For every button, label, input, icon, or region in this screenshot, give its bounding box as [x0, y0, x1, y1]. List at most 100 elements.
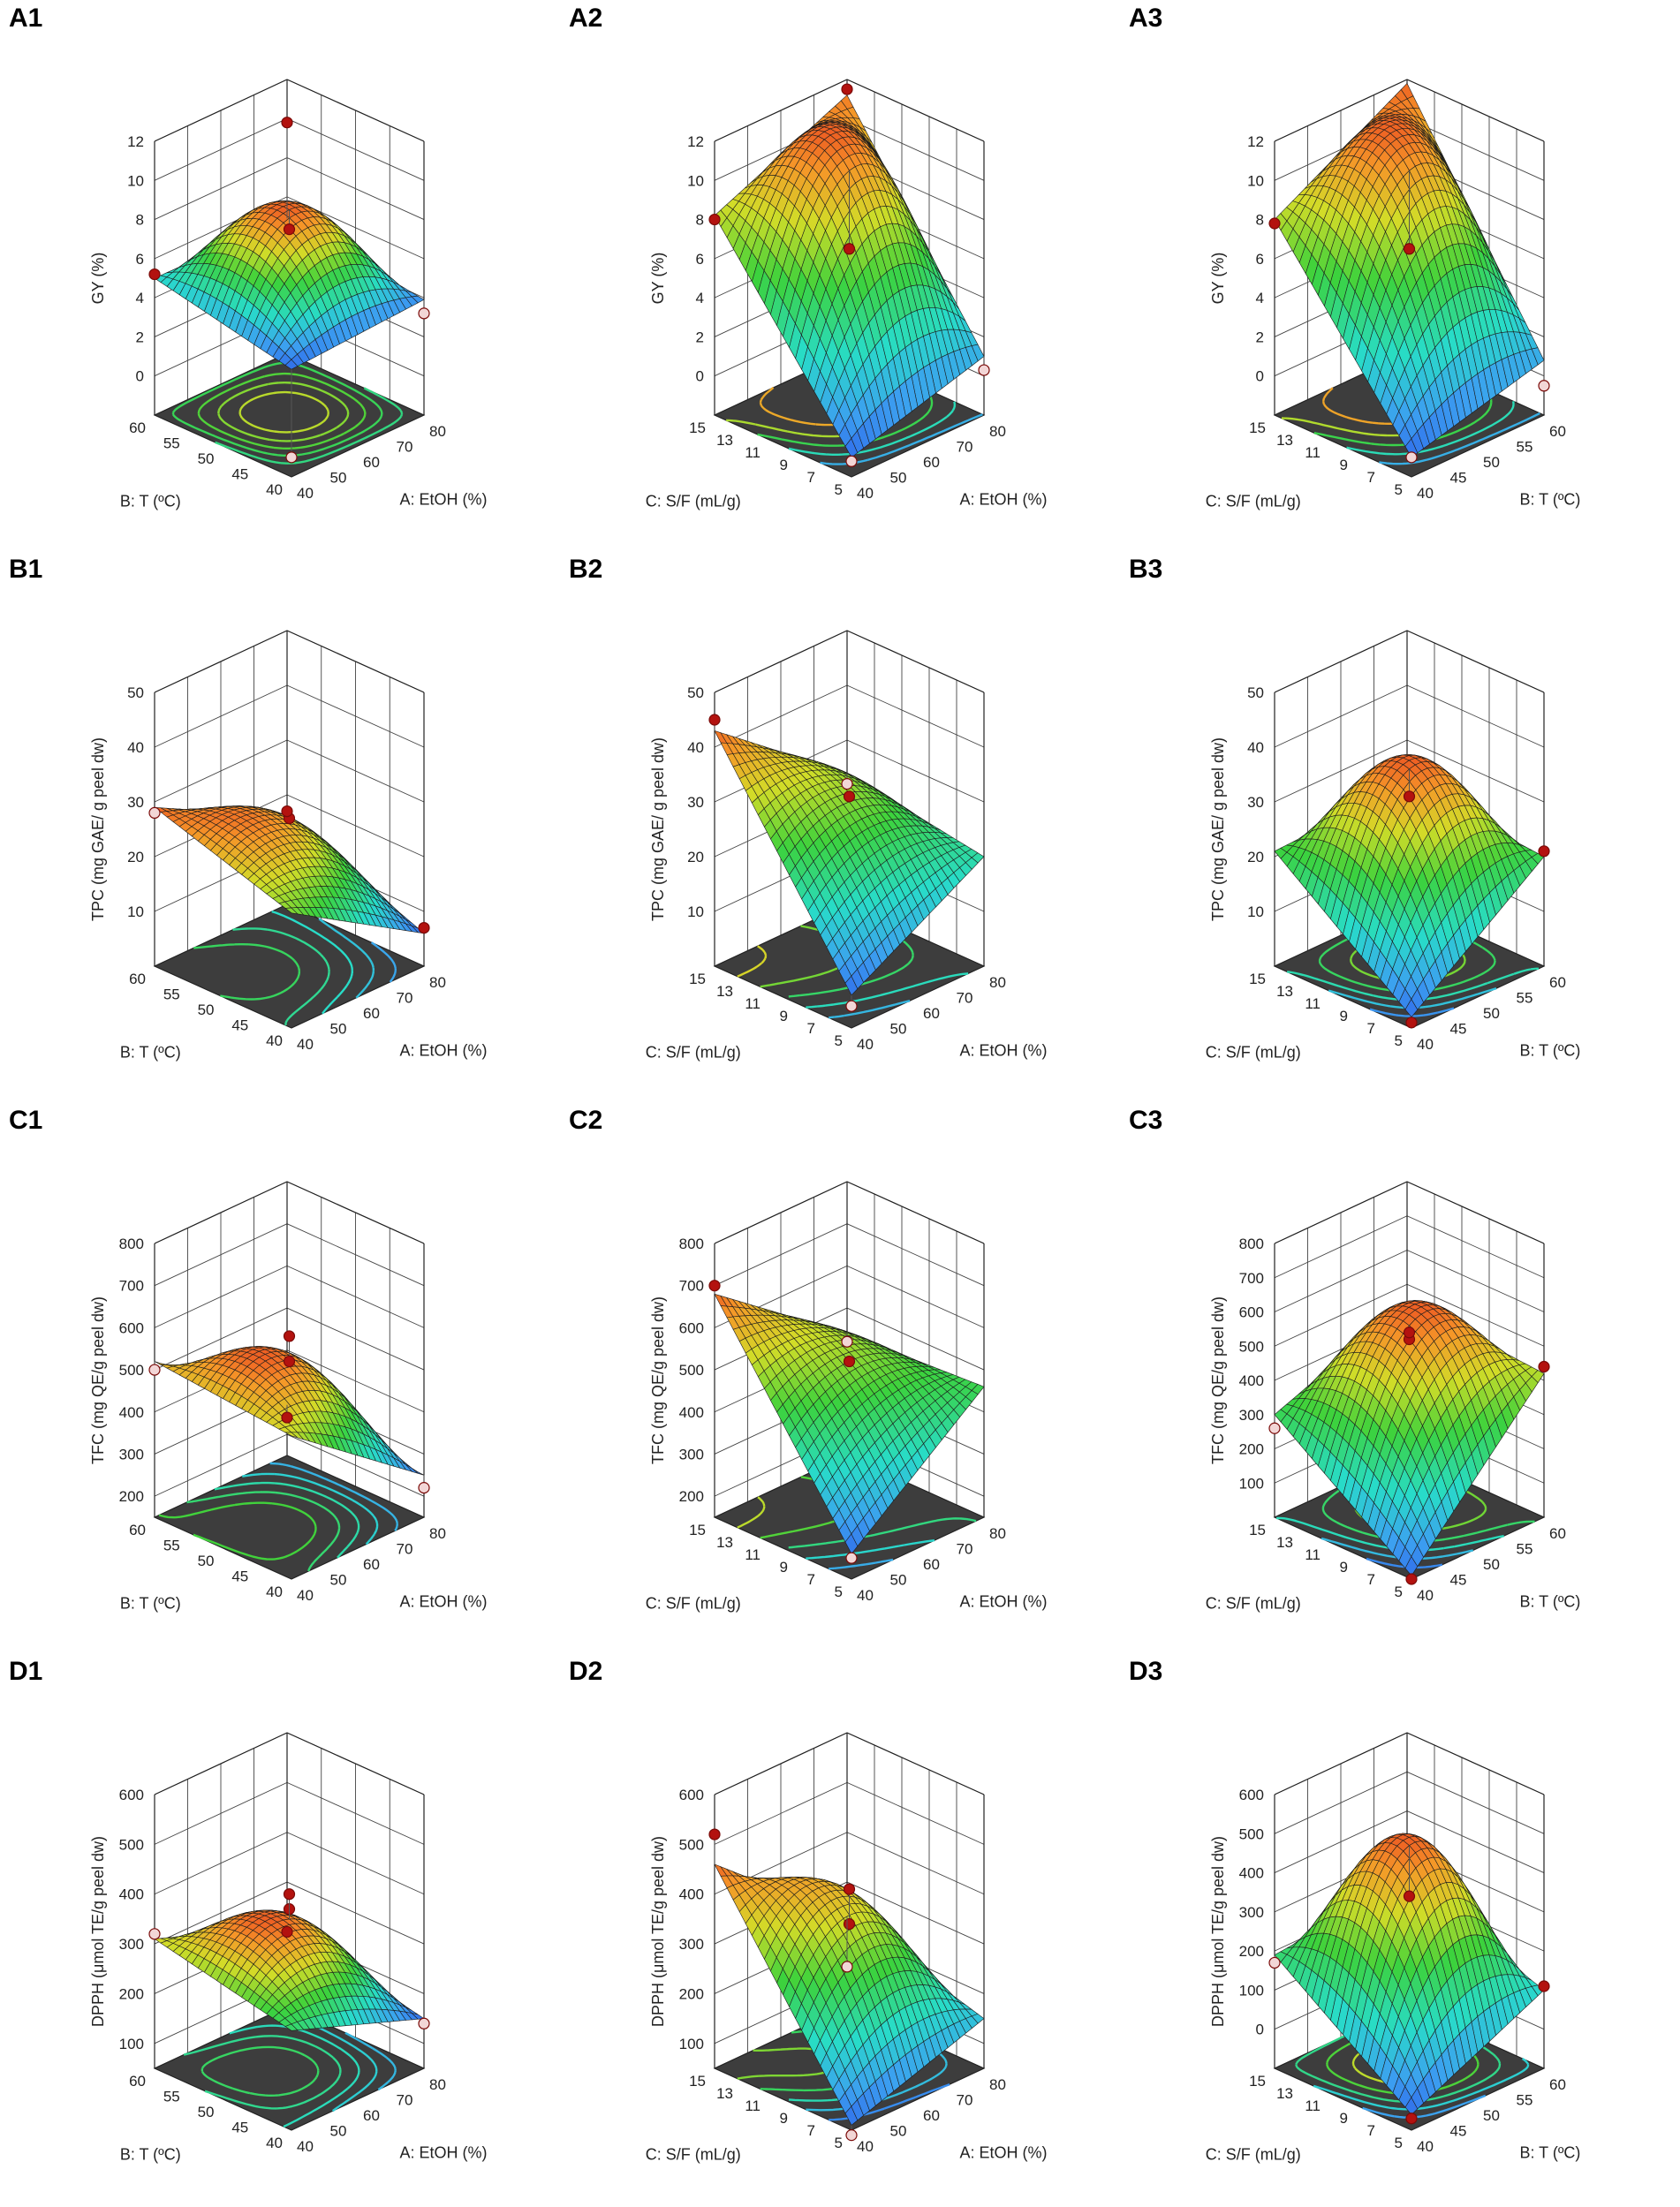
axis-frame [1406, 79, 1545, 142]
z-gridline [1406, 684, 1545, 748]
z-tick-label: 500 [1239, 1338, 1264, 1355]
y-tick-label: 60 [129, 971, 146, 987]
z-tick-label: 12 [1247, 133, 1264, 150]
design-point [841, 1335, 853, 1348]
y-tick-label: 7 [807, 1020, 815, 1037]
x-tick-label: 50 [1483, 1556, 1500, 1573]
x-tick-label: 40 [857, 1036, 874, 1053]
contour-line [318, 918, 375, 999]
panel-c2: 200 300 400 500 600 700 800 40 50 60 70 80 5 7 9 11 13 15… [560, 1102, 1120, 1653]
axis-frame [286, 79, 425, 142]
tick-labels: 2003004005006007008004050607080579111315… [646, 1236, 1048, 1613]
design-point [843, 790, 856, 803]
response-surface [154, 805, 425, 934]
design-point [1405, 451, 1418, 464]
design-point [1268, 1422, 1281, 1434]
axis-frame [714, 79, 848, 142]
y-axis-title: C: S/F (mL/g) [646, 1044, 741, 1062]
surface-facet [844, 975, 859, 996]
x-tick-label: 50 [330, 470, 347, 487]
y-tick-label: 60 [129, 1522, 146, 1538]
z-tick-label: 500 [679, 1362, 704, 1379]
design-point [1538, 845, 1550, 858]
z-gridline [1406, 739, 1545, 803]
y-tick-label: 7 [1367, 469, 1375, 486]
y-tick-label: 13 [1276, 1534, 1293, 1551]
z-tick-label: 40 [687, 739, 704, 756]
response-surface [714, 94, 985, 458]
y-tick-label: 13 [716, 1534, 733, 1551]
z-tick-label: 200 [1239, 1441, 1264, 1458]
panel-label: C3 [1129, 1106, 1163, 1135]
y-tick-label: 9 [780, 1008, 788, 1024]
design-point [1405, 1573, 1418, 1585]
x-tick-label: 45 [1450, 1021, 1467, 1038]
axis-frame [154, 1181, 288, 1244]
surface-facet [284, 359, 299, 370]
design-point [283, 1330, 296, 1342]
y-axis-title: C: S/F (mL/g) [1206, 493, 1301, 510]
contour-line [186, 1491, 341, 1572]
y-tick-label: 55 [163, 986, 180, 1003]
x-tick-label: 60 [363, 454, 380, 471]
y-tick-label: 7 [1367, 1020, 1375, 1037]
x-tick-label: 60 [923, 1556, 940, 1573]
contour-line [197, 372, 367, 450]
response-surface [1274, 753, 1545, 1018]
axis-frame [154, 630, 288, 693]
z-axis-title: TFC (mg QE/g peel dw) [1209, 1296, 1227, 1464]
x-tick-label: 60 [363, 1005, 380, 1022]
tick-labels: 2003004005006007008004050607080404550556… [89, 1236, 488, 1613]
design-point [1403, 790, 1416, 803]
z-tick-label: 40 [127, 739, 144, 756]
contour-lines [193, 910, 397, 1026]
z-tick-label: 2 [1256, 329, 1264, 345]
z-tick-label: 40 [1247, 739, 1264, 756]
z-gridline [1406, 1215, 1545, 1279]
y-tick-label: 45 [231, 466, 248, 483]
axis-frame [714, 630, 848, 693]
axis-frame [846, 79, 985, 142]
design-point [283, 1355, 296, 1368]
x-tick-label: 55 [1517, 439, 1533, 456]
x-tick-label: 70 [957, 1541, 973, 1558]
design-point [285, 451, 298, 464]
z-axis-title: TFC (mg QE/g peel dw) [89, 1296, 107, 1464]
contour-line [1379, 412, 1540, 465]
z-tick-label: 6 [136, 251, 144, 268]
contour-line [242, 1472, 379, 1546]
x-tick-label: 50 [1483, 454, 1500, 471]
x-tick-label: 60 [1549, 974, 1566, 991]
y-tick-label: 50 [198, 1553, 215, 1569]
surface-facet [284, 1432, 298, 1439]
y-tick-label: 13 [1276, 983, 1293, 1000]
axis-frame [286, 1181, 425, 1244]
z-axis-title: TPC (mg GAE/ g peel dw) [89, 737, 107, 921]
z-tick-label: 2 [696, 329, 704, 345]
contour-line [737, 945, 768, 978]
design-point [845, 455, 858, 467]
contour-line [806, 972, 969, 1009]
panel-a2: 0 2 4 6 8 10 12 40 50 60 70 80 5 7 9 11 13 15 A: EtOH (%) C… [560, 0, 1120, 551]
y-tick-label: 13 [716, 983, 733, 1000]
axis-frame [1406, 1181, 1545, 1244]
design-points [708, 1280, 858, 1564]
x-axis-title: B: T (ºC) [1520, 1042, 1581, 1060]
design-point [843, 243, 856, 255]
panel-label: B2 [569, 555, 603, 584]
z-tick-label: 8 [1256, 212, 1264, 229]
y-tick-label: 7 [807, 1571, 815, 1588]
panel-c3: 100 200 300 400 500 600 700 800 40 45 50 55 60 5 7 9 11 1… [1120, 1102, 1680, 1653]
y-tick-label: 11 [1305, 995, 1321, 1012]
z-gridline [846, 739, 985, 803]
axis-frame [154, 79, 288, 142]
design-point [1538, 380, 1550, 392]
y-tick-label: 7 [807, 469, 815, 486]
